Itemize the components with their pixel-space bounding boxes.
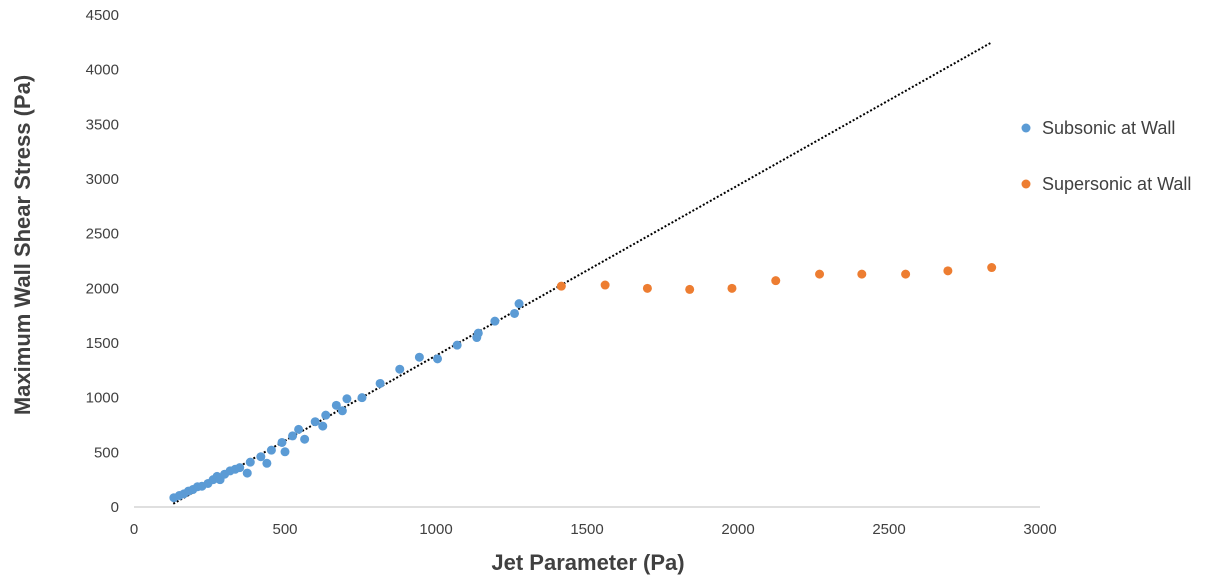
x-tick-label: 3000: [1023, 521, 1056, 538]
data-point-subsonic: [472, 333, 482, 343]
y-tick-labels: 0 500 1000 1500 2000 2500 3000 3500 4000 4500: [86, 7, 119, 516]
x-tick-label: 500: [272, 521, 297, 538]
data-point-subsonic: [510, 308, 520, 318]
data-point-subsonic: [375, 378, 385, 388]
legend-label-supersonic: Supersonic at Wall: [1042, 174, 1191, 194]
data-point-subsonic: [277, 437, 287, 447]
data-point-subsonic: [288, 431, 298, 441]
data-point-subsonic: [242, 468, 252, 478]
legend: Subsonic at Wall Supersonic at Wall: [1021, 118, 1191, 194]
y-tick-label: 3500: [86, 116, 119, 133]
y-tick-label: 1500: [86, 335, 119, 352]
y-axis-title: Maximum Wall Shear Stress (Pa): [10, 75, 35, 415]
data-point-subsonic: [342, 394, 352, 404]
data-point-supersonic: [901, 269, 911, 279]
data-point-subsonic: [245, 457, 255, 467]
legend-item-subsonic: Subsonic at Wall: [1021, 118, 1175, 138]
data-point-supersonic: [987, 263, 997, 273]
data-point-subsonic: [414, 352, 424, 362]
data-point-subsonic: [310, 417, 320, 427]
data-point-subsonic: [294, 424, 304, 434]
data-point-subsonic: [266, 445, 276, 455]
y-tick-label: 4500: [86, 7, 119, 24]
data-point-supersonic: [556, 281, 566, 291]
x-tick-label: 1500: [570, 521, 603, 538]
legend-marker-supersonic: [1021, 179, 1031, 189]
data-point-subsonic: [331, 400, 341, 410]
data-point-subsonic: [256, 452, 266, 462]
data-point-supersonic: [600, 280, 610, 290]
data-points: [169, 263, 997, 503]
data-point-subsonic: [357, 393, 367, 403]
data-point-subsonic: [490, 316, 500, 326]
data-point-supersonic: [771, 276, 781, 286]
data-point-subsonic: [433, 354, 443, 364]
data-point-supersonic: [727, 283, 737, 293]
data-point-subsonic: [280, 447, 290, 457]
data-point-subsonic: [262, 458, 272, 468]
legend-item-supersonic: Supersonic at Wall: [1021, 174, 1191, 194]
x-axis-title: Jet Parameter (Pa): [491, 550, 684, 575]
x-tick-label: 1000: [419, 521, 452, 538]
y-tick-label: 2500: [86, 226, 119, 243]
data-point-subsonic: [395, 364, 405, 374]
trendline: [172, 41, 993, 505]
data-point-supersonic: [857, 269, 867, 279]
y-tick-label: 0: [111, 499, 119, 516]
y-tick-label: 2000: [86, 280, 119, 297]
data-point-subsonic: [337, 406, 347, 416]
data-point-supersonic: [685, 284, 695, 294]
data-point-subsonic: [321, 410, 331, 420]
trendline-line: [172, 41, 993, 505]
x-tick-labels: 0 500 1000 1500 2000 2500 3000: [130, 521, 1057, 538]
data-point-subsonic: [235, 463, 245, 473]
data-point-subsonic: [300, 434, 310, 444]
data-point-subsonic: [452, 340, 462, 350]
data-point-supersonic: [943, 266, 953, 276]
y-tick-label: 500: [94, 444, 119, 461]
legend-label-subsonic: Subsonic at Wall: [1042, 118, 1175, 138]
x-tick-label: 0: [130, 521, 138, 538]
y-tick-label: 1000: [86, 390, 119, 407]
legend-marker-subsonic: [1021, 123, 1031, 133]
data-point-subsonic: [514, 299, 524, 309]
data-point-subsonic: [318, 421, 328, 431]
y-tick-label: 3000: [86, 171, 119, 188]
data-point-supersonic: [642, 283, 652, 293]
x-tick-label: 2000: [721, 521, 754, 538]
x-tick-label: 2500: [872, 521, 905, 538]
data-point-supersonic: [815, 269, 825, 279]
y-tick-label: 4000: [86, 62, 119, 79]
